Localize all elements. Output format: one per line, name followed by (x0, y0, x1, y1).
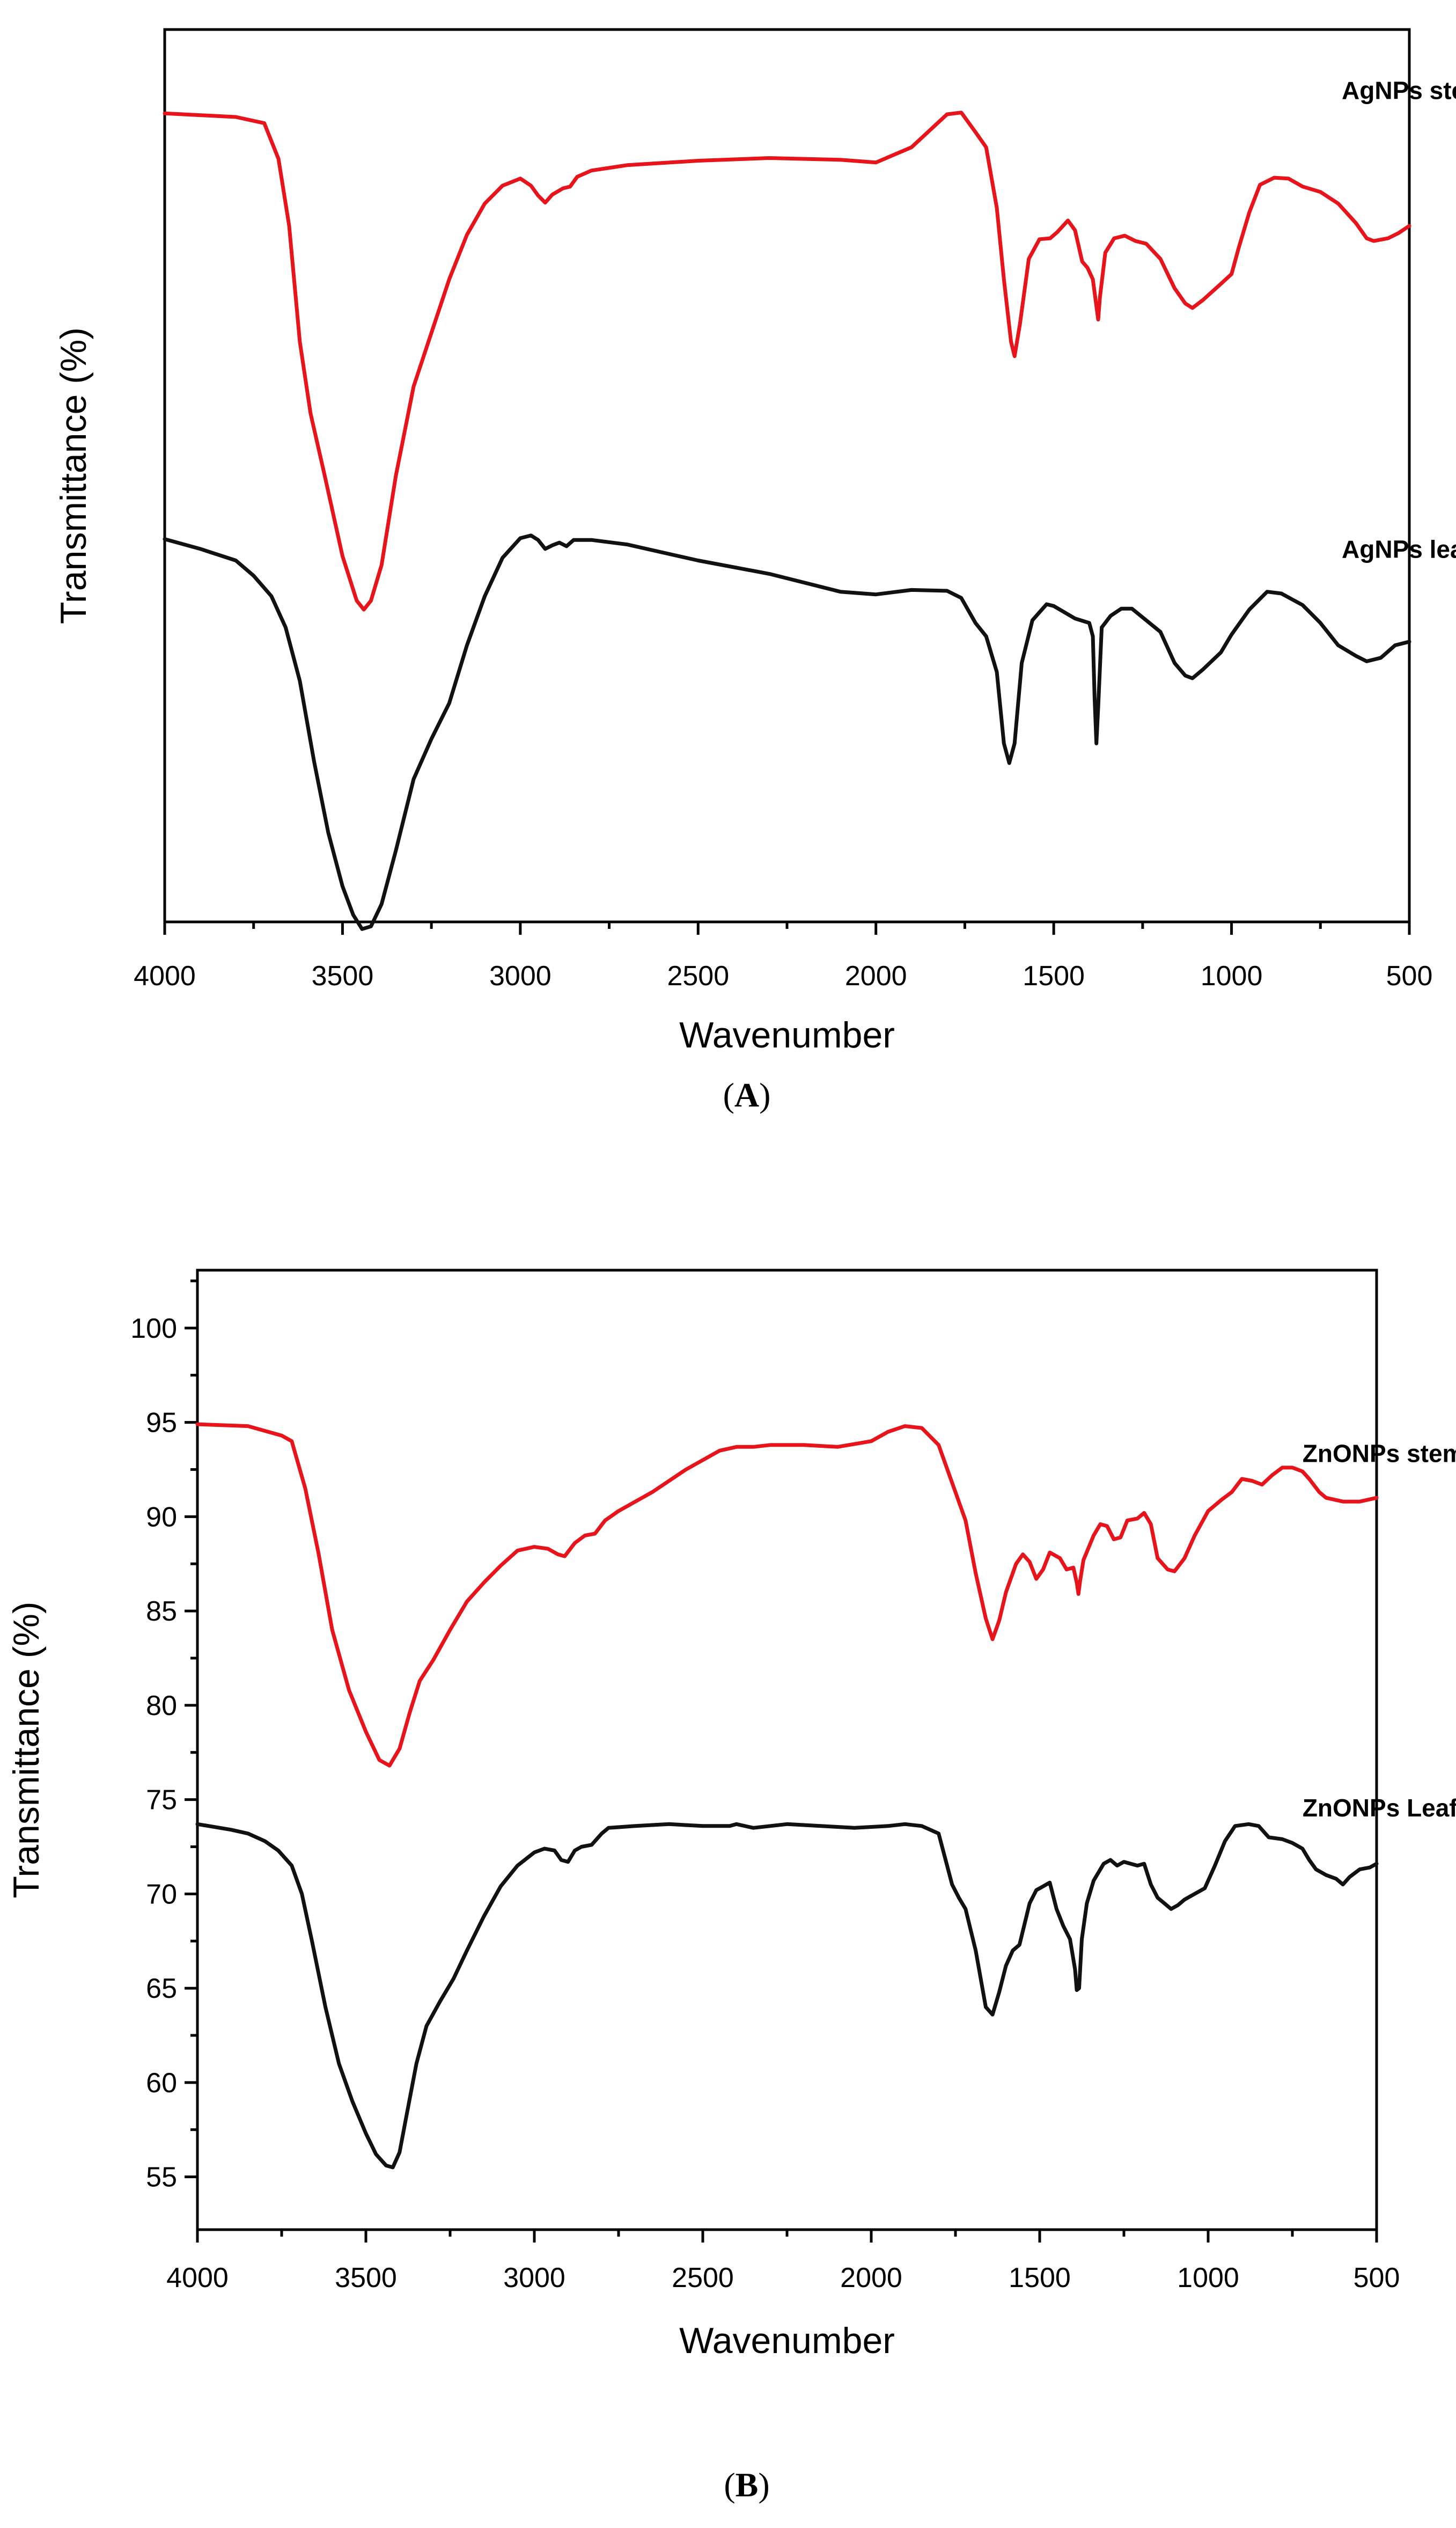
chart-a-x-tick-label: 2000 (845, 961, 907, 992)
chart-b-y-tick-label: 70 (146, 1879, 177, 1910)
chart-b-x-tick-label: 4000 (166, 2262, 229, 2293)
chart-b-y-tick-label: 80 (146, 1690, 177, 1721)
chart-b: 4000 3500 3000 2500 2000 1500 1000 500 55 60 65 70 7… (6, 1269, 1456, 2504)
chart-a-x-tick-label: 500 (1386, 961, 1433, 992)
chart-b-x-tick-label: 2500 (672, 2262, 734, 2293)
chart-b-y-tick-label: 55 (146, 2162, 177, 2193)
chart-a-x-tick-label: 2500 (667, 961, 729, 992)
chart-a-x-tick-label: 3000 (489, 961, 551, 992)
chart-b-y-tick-label: 85 (146, 1596, 177, 1627)
chart-b-series-label-stem: ZnONPs stem (1303, 1439, 1456, 1467)
chart-b-series-label-leaf: ZnONPs Leaf (1303, 1794, 1456, 1822)
chart-a-series-label-leaf: AgNPs leaf (1342, 535, 1456, 563)
chart-b-x-tick-label: 500 (1354, 2262, 1400, 2293)
chart-a-x-tick-label: 4000 (134, 961, 196, 992)
chart-b-y-tick-label: 65 (146, 1973, 177, 2004)
chart-a-series-label-stem: AgNPs stem (1342, 77, 1456, 105)
chart-a-x-tick-label: 1000 (1201, 961, 1263, 992)
chart-b-y-tick-label: 100 (130, 1313, 177, 1344)
chart-b-y-axis-title: Transmittance (%) (6, 1602, 47, 1899)
chart-b-x-axis-title: Wavenumber (679, 2320, 895, 2361)
chart-b-x-tick-label: 1000 (1177, 2262, 1239, 2293)
chart-b-x-tick-label: 2000 (840, 2262, 902, 2293)
chart-b-y-tick-label: 60 (146, 2068, 177, 2099)
chart-b-x-tick-label: 3500 (335, 2262, 397, 2293)
chart-b-x-tick-label: 3000 (503, 2262, 565, 2293)
chart-b-panel-caption: (B) (724, 2466, 769, 2504)
chart-b-y-tick-label: 75 (146, 1785, 177, 1816)
chart-b-series-line-leaf (195, 1822, 1379, 2170)
chart-a-x-tick-label: 1500 (1023, 961, 1085, 992)
chart-b-y-tick-label: 95 (146, 1408, 177, 1439)
chart-a-series-line-leaf (163, 533, 1411, 931)
chart-b-y-tick-label: 90 (146, 1501, 177, 1533)
chart-b-series-line-stem (195, 1422, 1379, 1768)
chart-a-panel-caption: (A) (723, 1076, 771, 1114)
chart-a-plot-frame (163, 28, 1411, 924)
chart-a-x-tick-label: 3500 (312, 961, 374, 992)
chart-a-y-axis-title: Transmittance (%) (53, 327, 94, 624)
chart-a-series-line-stem (163, 111, 1411, 612)
chart-b-x-tick-label: 1500 (1009, 2262, 1071, 2293)
chart-a-x-axis-title: Wavenumber (679, 1015, 895, 1056)
chart-a: 4000 3500 3000 2500 2000 1500 1000 500 AgNPs ste… (53, 28, 1456, 1114)
